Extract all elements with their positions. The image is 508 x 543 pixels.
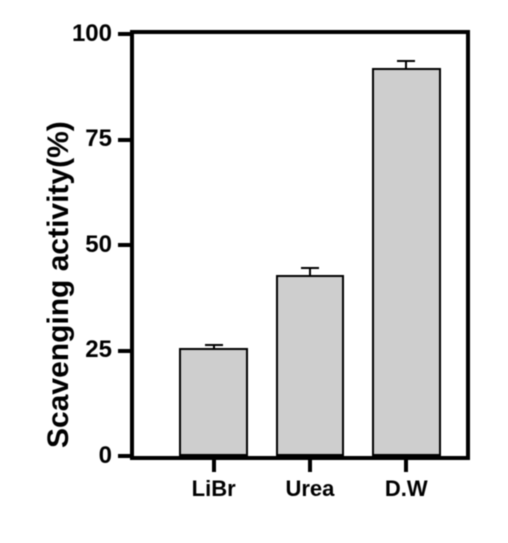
y-tick-mark — [118, 32, 130, 36]
chart-root: Scavenging activity(%) 0 25 50 75 100 LiBrUre… — [0, 0, 508, 543]
y-tick-label: 100 — [52, 20, 112, 48]
y-tick-mark — [118, 454, 130, 458]
errorbar-cap — [205, 344, 223, 346]
errorbar-cap — [301, 267, 319, 269]
y-tick-label: 50 — [52, 231, 112, 259]
x-tick-mark — [308, 460, 312, 472]
x-tick-label: LiBr — [158, 476, 269, 502]
y-axis-label: Scavenging activity(%) — [42, 121, 76, 448]
errorbar-cap — [397, 60, 415, 62]
x-tick-label: D.W — [351, 476, 462, 502]
y-tick-mark — [118, 243, 130, 247]
y-tick-mark — [118, 349, 130, 353]
y-tick-mark — [118, 138, 130, 142]
x-tick-mark — [404, 460, 408, 472]
y-tick-label: 0 — [52, 442, 112, 470]
y-tick-label: 25 — [52, 336, 112, 364]
bar-libr — [179, 348, 248, 456]
bar-urea — [276, 275, 345, 456]
bar-dw — [372, 68, 441, 456]
x-tick-mark — [212, 460, 216, 472]
x-tick-label: Urea — [255, 476, 366, 502]
y-tick-label: 75 — [52, 125, 112, 153]
